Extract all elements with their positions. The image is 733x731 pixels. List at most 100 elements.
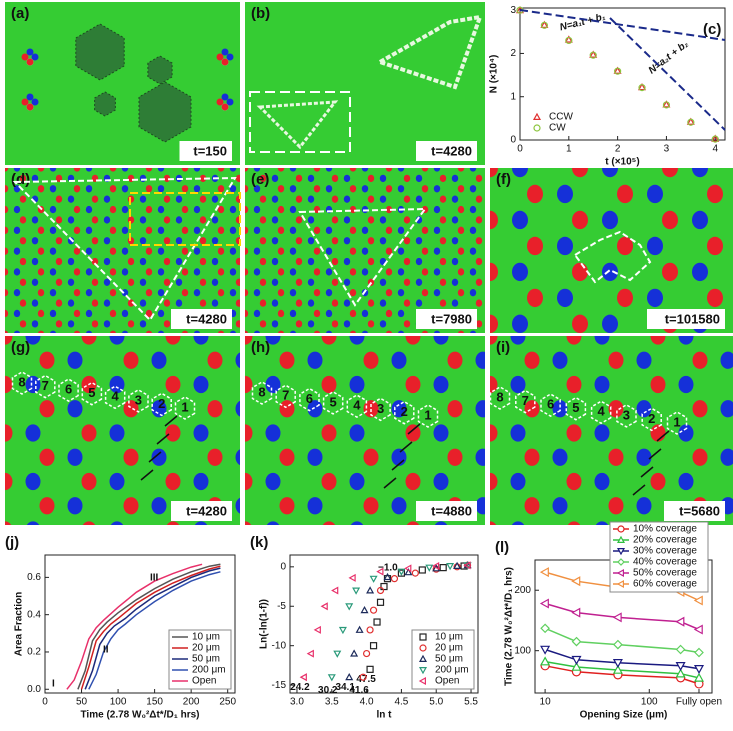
legend-label: 200 μm — [435, 665, 469, 676]
atom — [321, 375, 337, 394]
atom — [245, 185, 249, 193]
atom — [103, 278, 111, 286]
arrow — [407, 423, 421, 435]
atom — [307, 174, 315, 183]
atom — [109, 330, 117, 333]
grain-outline — [346, 394, 368, 418]
y-tick-label: 0 — [280, 561, 286, 572]
atom — [123, 448, 139, 466]
atom — [349, 247, 357, 255]
atom — [331, 299, 339, 307]
atom — [259, 174, 267, 183]
atom — [662, 168, 678, 178]
arrow — [383, 477, 397, 489]
atom — [81, 424, 97, 442]
atom — [73, 168, 81, 172]
marker — [366, 665, 374, 673]
atom — [157, 330, 165, 333]
atom — [85, 268, 93, 276]
legend-label: 200 μm — [192, 665, 226, 676]
atom — [0, 237, 2, 244]
atom — [157, 185, 165, 193]
atom — [421, 289, 429, 297]
legend-label: 20% coverage — [633, 535, 697, 546]
step-label: 1 — [424, 407, 431, 422]
marker — [348, 573, 356, 582]
atom — [415, 278, 423, 286]
atom — [55, 320, 63, 328]
marker — [540, 645, 551, 655]
atom — [379, 278, 387, 286]
atom — [157, 309, 165, 318]
atom — [211, 278, 219, 286]
marker — [419, 633, 427, 641]
atom — [123, 497, 139, 515]
step-label: 1 — [673, 414, 680, 429]
atom — [31, 237, 39, 245]
marker — [333, 650, 342, 658]
marker — [589, 51, 597, 59]
annotation: III — [150, 573, 159, 584]
atom — [13, 205, 21, 214]
grain-outline — [174, 396, 196, 420]
atom — [307, 195, 315, 203]
atom — [349, 424, 365, 442]
atom — [295, 278, 303, 286]
atom — [193, 330, 201, 333]
atom — [308, 546, 323, 563]
atom — [235, 449, 240, 466]
atom — [307, 448, 323, 466]
marker — [693, 664, 705, 675]
atom — [145, 205, 153, 214]
panel-label: (c) — [703, 21, 721, 38]
marker — [693, 624, 703, 635]
atom — [678, 375, 694, 394]
marker — [446, 562, 455, 571]
marker — [571, 576, 581, 587]
atom — [259, 299, 267, 307]
legend-label: 40% coverage — [633, 557, 697, 568]
atom — [163, 299, 171, 307]
atom — [123, 400, 139, 418]
atom — [235, 195, 240, 203]
atom — [557, 288, 573, 308]
atom — [193, 424, 209, 442]
atom — [163, 257, 171, 266]
arrow — [648, 448, 662, 460]
atom — [572, 262, 588, 282]
cluster — [26, 58, 34, 66]
atom — [175, 257, 183, 266]
marker — [366, 586, 375, 594]
x-tick-label: Fully open — [676, 697, 722, 708]
atom — [647, 236, 663, 256]
atom — [379, 299, 387, 307]
atom — [469, 330, 477, 333]
atom — [707, 236, 723, 256]
atom — [289, 309, 297, 318]
atom — [434, 521, 448, 525]
atom — [217, 289, 225, 297]
atom — [325, 289, 333, 297]
atom — [469, 247, 477, 255]
atom — [636, 400, 652, 418]
atom — [397, 185, 405, 193]
panel-label: (a) — [11, 5, 29, 22]
atom — [139, 216, 147, 224]
atom — [259, 320, 267, 328]
atom — [439, 237, 447, 245]
atom — [13, 309, 21, 318]
annotation: −1.0 — [378, 563, 398, 574]
atom — [5, 226, 9, 235]
x-tick-label: 150 — [146, 697, 163, 708]
legend-label: 10 μm — [192, 632, 220, 643]
atom — [721, 546, 733, 563]
grain-boundary — [298, 207, 428, 307]
step-label: 5 — [572, 400, 579, 415]
atom — [397, 168, 405, 172]
atom — [403, 237, 411, 245]
atom — [295, 299, 303, 307]
cluster — [221, 103, 229, 111]
atom — [475, 299, 483, 307]
panel-label: (i) — [496, 339, 510, 356]
atom — [73, 185, 81, 193]
